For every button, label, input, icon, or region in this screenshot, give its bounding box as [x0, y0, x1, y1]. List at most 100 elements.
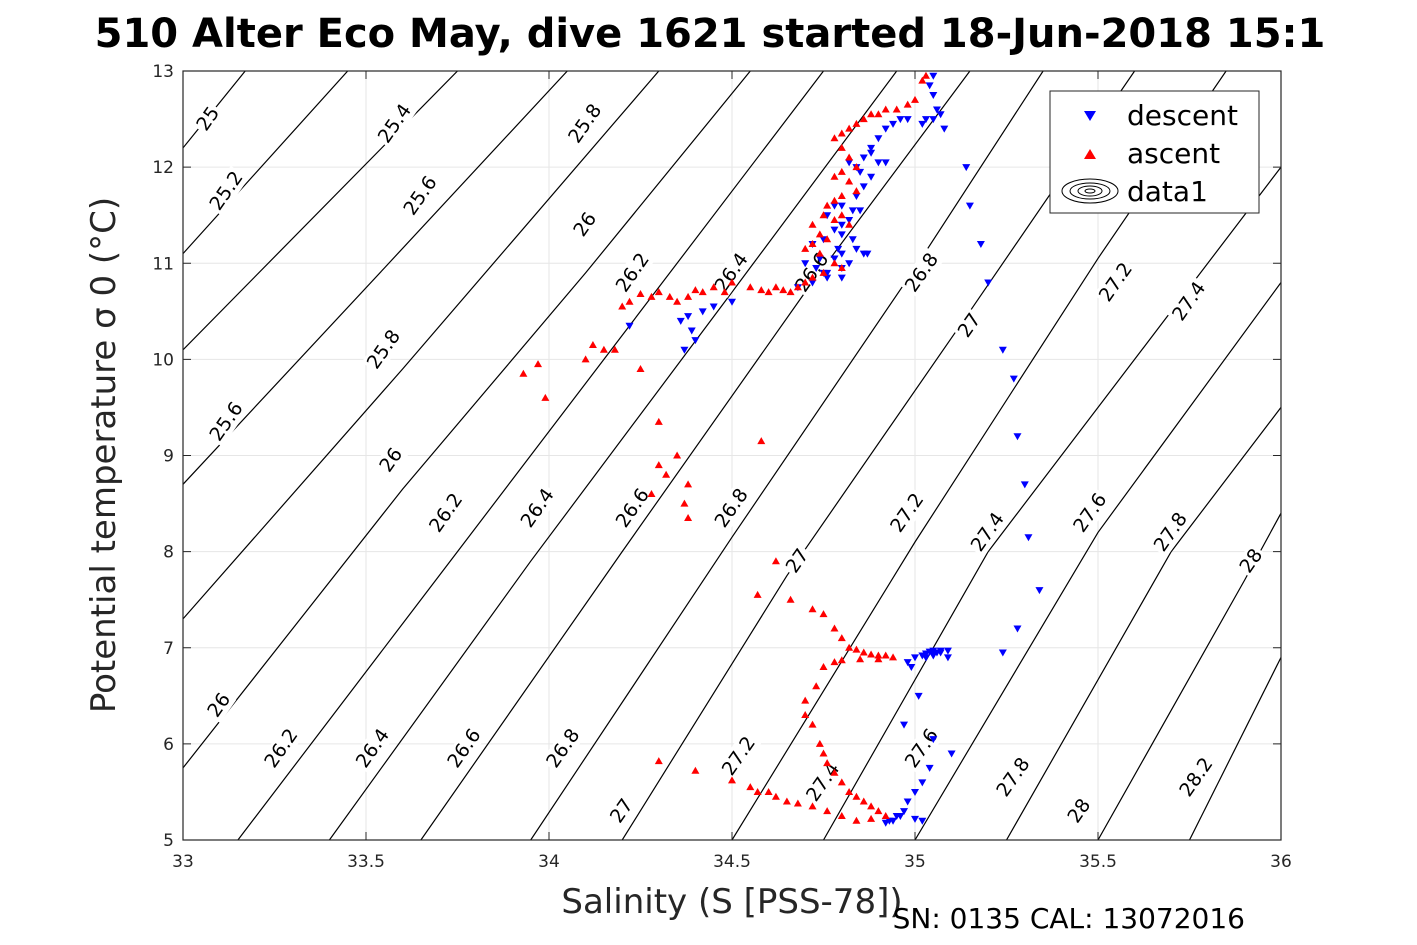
contour-label-background	[604, 793, 639, 829]
contour-label-background	[716, 730, 762, 782]
contour-line	[1097, 512, 1281, 840]
contour-label-background	[884, 487, 930, 539]
ascent-point	[867, 650, 876, 658]
ascent-point	[801, 278, 810, 286]
ascent-point	[808, 240, 817, 248]
x-tick-label: 35.5	[1079, 852, 1117, 872]
ascent-point	[881, 811, 890, 819]
contour-label-background	[709, 482, 754, 534]
ascent-point	[845, 643, 854, 651]
descent-point	[962, 164, 971, 172]
descent-point	[921, 650, 930, 658]
descent-point	[885, 817, 894, 825]
footer-serial-calibration: SN: 0135 CAL: 13072016	[893, 902, 1245, 935]
descent-point	[881, 125, 890, 133]
descent-point	[698, 308, 707, 316]
y-tick-label: 10	[152, 350, 174, 370]
descent-point	[837, 202, 846, 210]
ascent-point	[892, 105, 901, 113]
ascent-point	[859, 797, 868, 805]
descent-point	[676, 317, 685, 325]
ascent-point	[808, 720, 817, 728]
descent-point	[1009, 375, 1018, 383]
ascent-point	[753, 590, 762, 598]
descent-point	[680, 346, 689, 354]
descent-point	[859, 154, 868, 162]
contour-line	[183, 71, 349, 255]
descent-point	[808, 279, 817, 287]
descent-point	[728, 298, 736, 306]
descent-point	[684, 313, 693, 321]
descent-point	[1035, 587, 1044, 595]
contour-label-background	[1174, 751, 1219, 803]
contour-label-background	[709, 247, 754, 298]
descent-point	[984, 279, 993, 287]
descent-point	[918, 817, 927, 825]
ascent-point	[812, 682, 821, 690]
ascent-point	[647, 489, 656, 497]
ascent-point	[771, 283, 780, 291]
ascent-point	[830, 658, 839, 666]
descent-point	[691, 337, 700, 345]
descent-point	[863, 250, 872, 258]
ascent-point	[764, 787, 773, 795]
ascent-point	[845, 153, 854, 161]
ascent-point	[837, 191, 846, 199]
contour-label-background	[568, 206, 603, 243]
ascent-point	[830, 624, 839, 632]
y-tick-label: 9	[163, 447, 174, 467]
descent-point	[911, 815, 919, 823]
descent-point	[998, 649, 1007, 657]
ascent-point	[720, 288, 729, 296]
ascent-point	[519, 369, 528, 377]
y-tick-label: 7	[163, 639, 174, 659]
ascent-point	[771, 792, 780, 800]
descent-point	[830, 202, 839, 210]
descent-point	[918, 120, 927, 128]
contour-label-background	[610, 247, 656, 298]
contour-label-background	[991, 751, 1036, 803]
legend-entry-data1: data1	[1127, 175, 1208, 208]
ascent-point	[588, 340, 597, 348]
ascent-point	[823, 235, 832, 243]
contour-line	[183, 71, 660, 620]
ascent-point	[837, 634, 846, 642]
legend-entry-descent: descent	[1127, 99, 1238, 132]
descent-point	[834, 245, 843, 253]
ascent-point	[819, 610, 828, 618]
descent-point	[856, 207, 865, 215]
descent-point	[918, 652, 927, 660]
descent-point	[900, 808, 909, 816]
ascent-point	[819, 662, 828, 670]
ascent-point	[728, 776, 736, 784]
ascent-point	[852, 163, 861, 171]
descent-point	[801, 260, 810, 268]
ascent-point	[837, 656, 846, 664]
ascent-point	[845, 177, 854, 185]
ascent-point	[801, 711, 810, 719]
contour-line	[822, 166, 1281, 840]
contour-label-background	[899, 247, 945, 298]
descent-point	[812, 265, 821, 273]
contour-line	[237, 71, 824, 840]
contour-label-background	[515, 482, 560, 534]
ascent-point	[636, 290, 645, 298]
contour-label-background	[191, 100, 226, 137]
ascent-point	[618, 302, 627, 310]
descent-point	[911, 788, 919, 796]
ascent-point	[859, 648, 868, 656]
ascent-point	[654, 757, 663, 765]
ascent-point	[815, 249, 824, 257]
ascent-point	[852, 816, 861, 824]
descent-point	[943, 647, 952, 655]
descent-point	[921, 654, 930, 662]
ascent-point	[808, 802, 817, 810]
descent-point	[852, 192, 861, 200]
contour-label-background	[965, 506, 1011, 558]
descent-point	[845, 159, 854, 167]
ascent-point	[837, 143, 846, 151]
descent-point	[889, 120, 898, 128]
descent-point	[998, 346, 1007, 354]
descent-point	[903, 798, 912, 806]
ascent-point	[808, 220, 817, 228]
